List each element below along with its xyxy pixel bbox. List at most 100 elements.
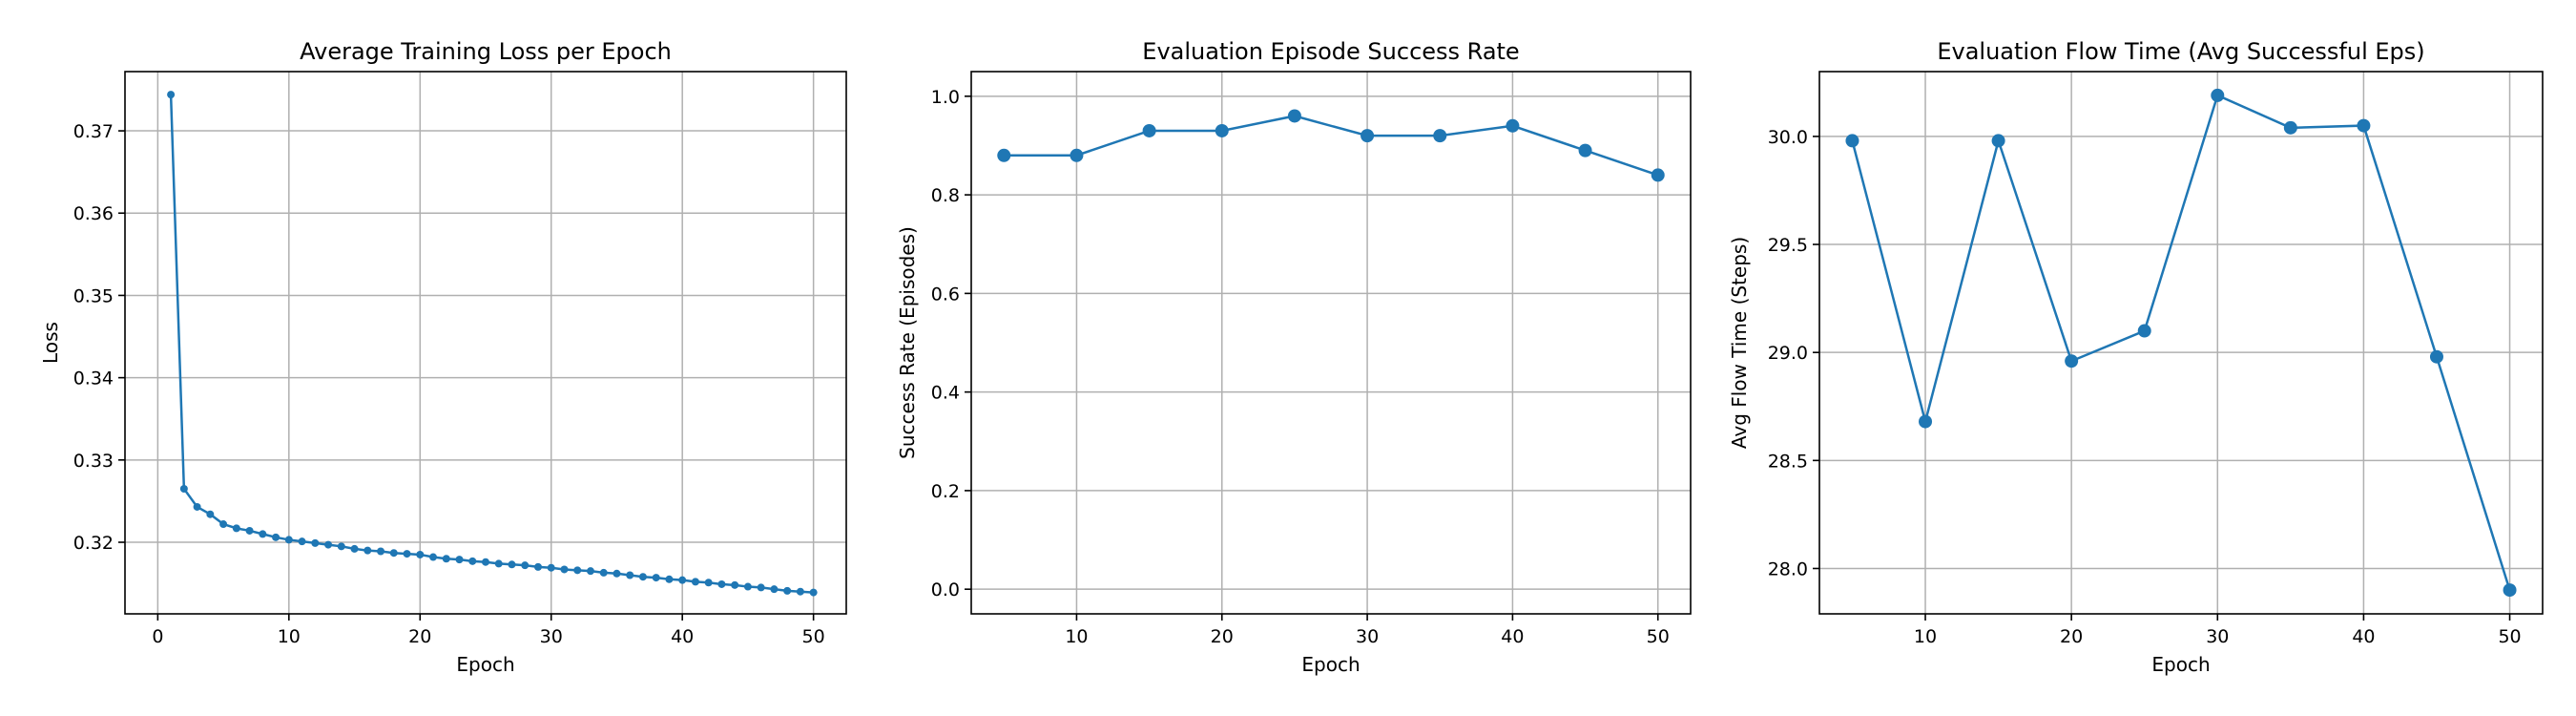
data-point: [468, 557, 477, 565]
data-point: [1142, 123, 1156, 137]
y-tick-label: 0.8: [931, 185, 960, 206]
data-point: [284, 536, 293, 544]
data-point: [2357, 118, 2371, 133]
data-point: [494, 559, 503, 568]
x-tick-label: 40: [671, 626, 694, 647]
data-point: [2429, 349, 2443, 364]
data-point: [179, 484, 188, 493]
series-line: [1004, 115, 1659, 177]
ticks: 10 20 30 40 50 0.0 0.2 0.4 0.6 0.8 1.0: [931, 87, 1670, 647]
data-point: [337, 542, 345, 551]
data-point: [547, 563, 555, 572]
grid: [1819, 72, 2543, 614]
y-tick-label: 0.37: [73, 121, 114, 142]
y-tick-label: 0.34: [73, 369, 114, 390]
y-tick-label: 28.0: [1768, 558, 1808, 579]
data-point: [232, 524, 240, 533]
data-point: [626, 571, 634, 579]
data-point: [429, 553, 438, 561]
data-point: [1845, 134, 1859, 148]
data-point: [167, 91, 176, 99]
data-point: [1215, 123, 1229, 137]
data-point: [442, 555, 450, 563]
data-point: [219, 520, 228, 529]
data-point: [259, 530, 267, 538]
data-point: [416, 550, 425, 558]
y-tick-label: 0.33: [73, 451, 114, 472]
data-point: [691, 578, 699, 586]
grid: [125, 72, 846, 614]
data-point: [311, 538, 320, 547]
data-point: [796, 587, 804, 596]
data-point: [678, 576, 687, 584]
data-point: [482, 558, 489, 566]
data-point: [743, 582, 752, 591]
x-tick-label: 50: [2498, 626, 2521, 647]
data-point: [1651, 168, 1665, 182]
chart-title: Average Training Loss per Epoch: [300, 38, 672, 65]
x-tick-label: 50: [802, 626, 825, 647]
y-tick-label: 29.0: [1768, 343, 1808, 364]
chart-panel-1: Average Training Loss per Epoch 0 10 20 30 4…: [39, 38, 847, 676]
x-tick-label: 30: [540, 626, 563, 647]
data-point: [350, 544, 359, 553]
y-tick-label: 0.2: [931, 481, 960, 502]
y-tick-label: 30.0: [1768, 127, 1808, 148]
x-tick-label: 40: [2352, 626, 2375, 647]
x-tick-label: 20: [1211, 626, 1234, 647]
data-point: [665, 575, 674, 583]
x-tick-label: 0: [152, 626, 163, 647]
data-point: [533, 562, 542, 571]
series-success-rate: [997, 109, 1665, 182]
data-point: [272, 533, 280, 541]
chart-title: Evaluation Episode Success Rate: [1142, 38, 1519, 65]
series-line: [1851, 94, 2511, 591]
chart-panel-2: Evaluation Episode Success Rate 10 20 30 40…: [896, 38, 1692, 676]
data-point: [770, 585, 779, 594]
y-axis-label: Avg Flow Time (Steps): [1728, 237, 1751, 449]
data-point: [757, 583, 765, 592]
ticks: 0 10 20 30 40 50 0.32 0.33 0.34 0.35 0.36 0.37: [73, 121, 825, 647]
x-tick-label: 10: [1065, 626, 1088, 647]
y-tick-label: 1.0: [931, 87, 960, 108]
series-flow-time: [1845, 88, 2517, 598]
data-point: [1361, 129, 1375, 143]
x-tick-label: 30: [2206, 626, 2229, 647]
data-point: [783, 586, 792, 595]
data-point: [455, 556, 464, 564]
x-axis-label: Epoch: [1301, 653, 1360, 676]
data-point: [717, 579, 726, 588]
data-point: [704, 579, 713, 587]
data-point: [1070, 148, 1084, 162]
data-point: [586, 567, 594, 576]
data-point: [1433, 129, 1447, 143]
x-tick-label: 10: [278, 626, 301, 647]
x-tick-label: 20: [408, 626, 431, 647]
data-point: [809, 588, 818, 597]
data-point: [206, 510, 215, 518]
y-tick-label: 0.4: [931, 383, 960, 404]
data-point: [403, 550, 411, 558]
y-axis-label: Loss: [39, 322, 62, 364]
x-tick-label: 20: [2060, 626, 2083, 647]
data-point: [193, 502, 201, 511]
data-point: [508, 560, 516, 569]
y-tick-label: 0.35: [73, 285, 114, 306]
data-point: [324, 540, 333, 549]
data-point: [521, 561, 530, 570]
data-point: [1506, 118, 1520, 133]
data-point: [560, 565, 569, 574]
data-point: [1919, 414, 1933, 429]
ticks: 10 20 30 40 50 28.0 28.5 29.0 29.5 30.0: [1768, 127, 2522, 647]
y-tick-label: 28.5: [1768, 451, 1808, 472]
x-tick-label: 10: [1914, 626, 1937, 647]
x-tick-label: 40: [1501, 626, 1524, 647]
y-tick-label: 0.6: [931, 284, 960, 305]
y-tick-label: 0.32: [73, 533, 114, 554]
data-point: [298, 537, 306, 546]
data-point: [2211, 88, 2225, 102]
chart-panel-3: Evaluation Flow Time (Avg Successful Eps…: [1728, 38, 2544, 676]
data-point: [1287, 109, 1301, 123]
data-point: [1578, 143, 1592, 158]
